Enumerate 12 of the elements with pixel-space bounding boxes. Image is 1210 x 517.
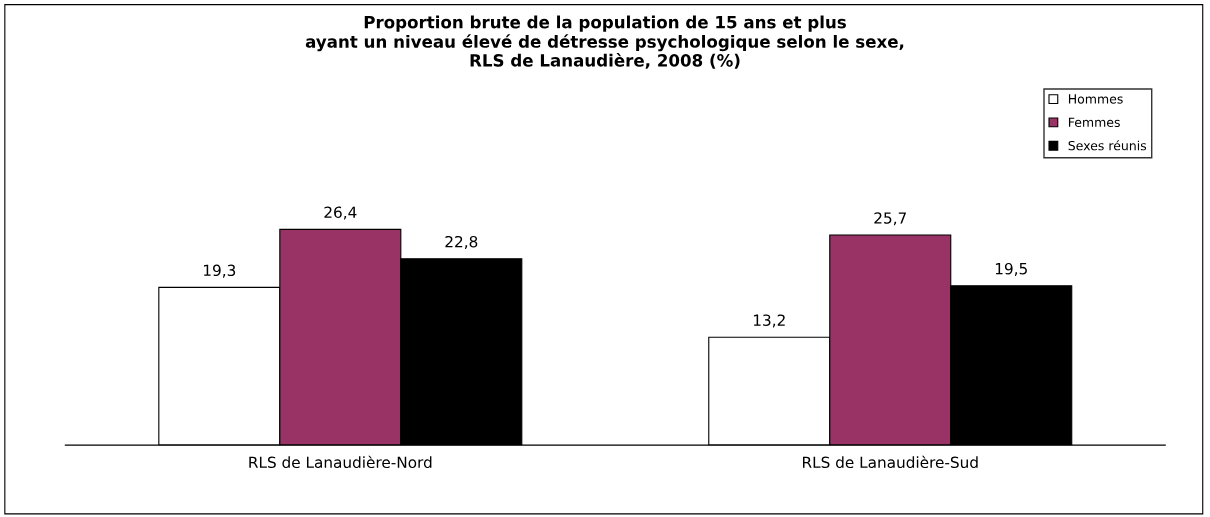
data-label: 19,3 xyxy=(203,264,236,278)
legend-label: Femmes xyxy=(1068,117,1120,127)
x-tick-label: RLS de Lanaudière-Nord xyxy=(249,455,432,469)
legend-label: Sexes réunis xyxy=(1068,140,1147,151)
data-label: 26,4 xyxy=(324,206,357,220)
data-label: 25,7 xyxy=(874,212,906,226)
chart-title: Proportion brute de la population de 15 ans et plus ayant un niveau élevé de détresse psychologique selon le sexe, RLS de Lanaudière, 2008 (%) xyxy=(305,15,904,69)
x-tick-label: RLS de Lanaudière-Sud xyxy=(803,455,978,469)
data-label: 22,8 xyxy=(445,235,478,250)
data-label: 19,5 xyxy=(995,262,1027,277)
legend-label: Hommes xyxy=(1068,94,1123,104)
data-label: 13,2 xyxy=(753,314,785,328)
